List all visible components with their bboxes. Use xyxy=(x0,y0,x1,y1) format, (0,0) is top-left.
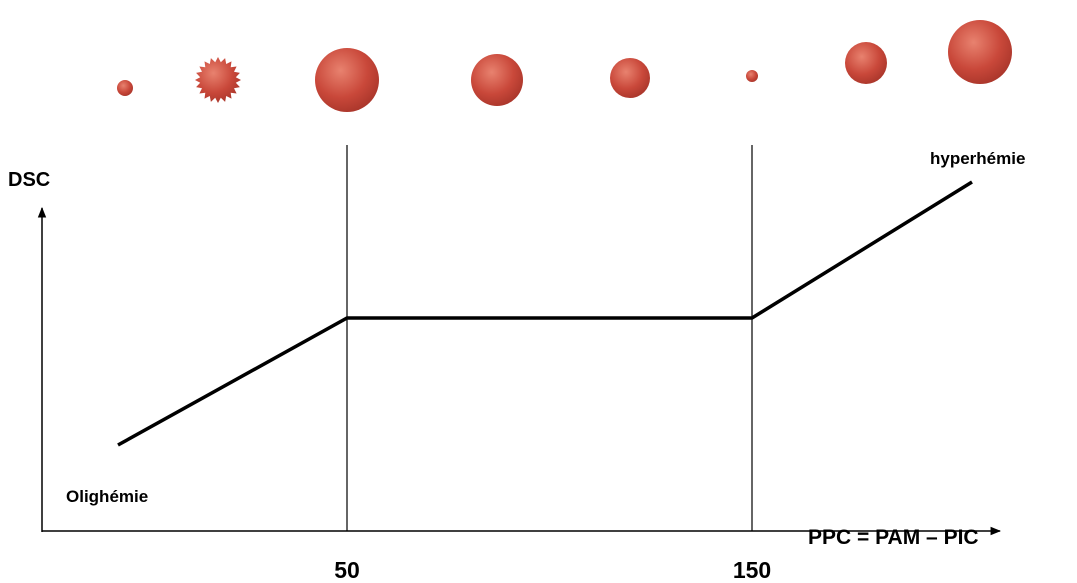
y-axis-label: DSC xyxy=(8,169,50,191)
vessel-icon xyxy=(195,57,241,103)
diagram: DSC hyperhémie Olighémie PPC = PAM – PIC… xyxy=(0,0,1077,583)
vessel-icon xyxy=(746,70,758,82)
autoregulation-curve xyxy=(118,182,972,445)
vessel-icon xyxy=(845,42,887,84)
vessel-icon xyxy=(610,58,650,98)
x-tick-label: 50 xyxy=(334,557,360,583)
vessel-icon xyxy=(471,54,523,106)
x-axis-label: PPC = PAM – PIC xyxy=(808,526,979,549)
vessel-icon xyxy=(315,48,379,112)
annotation: hyperhémie xyxy=(930,149,1025,168)
annotation: Olighémie xyxy=(66,487,148,506)
vessel-icon xyxy=(117,80,133,96)
vessel-icon xyxy=(948,20,1012,84)
vessel-icons xyxy=(117,20,1012,112)
x-tick-label: 150 xyxy=(733,557,771,583)
